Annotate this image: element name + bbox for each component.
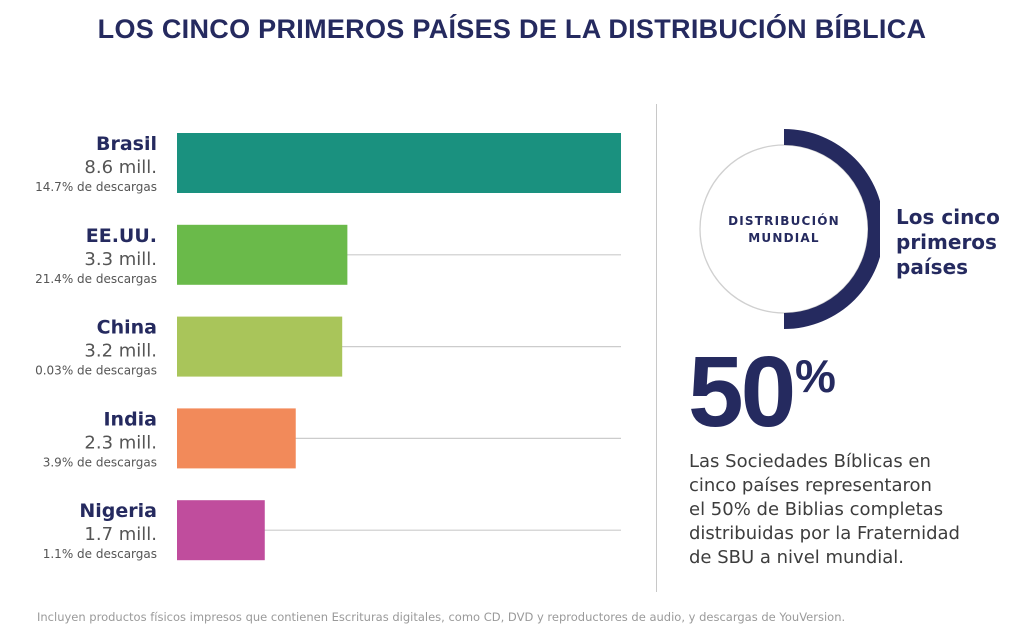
footnote: Incluyen productos físicos impresos que …	[37, 610, 846, 624]
value-label: 1.7 mill.	[84, 524, 157, 545]
bar-india	[177, 408, 296, 469]
downloads-label: 21.4% de descargas	[35, 272, 157, 286]
vertical-divider	[656, 104, 657, 592]
donut-center-label: DISTRIBUCIÓN MUNDIAL	[711, 213, 857, 247]
side-label-line: Los cinco	[896, 205, 1000, 229]
donut-highlight-arc	[784, 129, 880, 329]
category-label: EE.UU.	[86, 225, 157, 247]
downloads-label: 0.03% de descargas	[35, 364, 157, 378]
value-label: 8.6 mill.	[84, 157, 157, 178]
description-line: de SBU a nivel mundial.	[689, 547, 905, 568]
description-line: distribuidas por la Fraternidad	[689, 523, 960, 544]
category-label: China	[97, 317, 157, 339]
highlight-number: 50	[688, 336, 796, 448]
downloads-label: 14.7% de descargas	[35, 180, 157, 194]
side-label-line: primeros	[896, 230, 997, 254]
side-label-line: países	[896, 255, 969, 279]
bar-china	[177, 316, 343, 377]
description-line: el 50% de Biblias completas	[689, 499, 944, 520]
value-label: 3.2 mill.	[84, 341, 157, 362]
bar-eeuu	[177, 224, 348, 285]
donut-side-label: Los cinco primeros países	[896, 205, 1016, 280]
highlight-percent-sign: %	[795, 350, 836, 402]
value-label: 2.3 mill.	[84, 432, 157, 453]
category-label: India	[103, 408, 157, 430]
donut-label-line: DISTRIBUCIÓN	[728, 214, 840, 228]
category-label: Nigeria	[79, 500, 157, 522]
category-label: Brasil	[96, 133, 157, 155]
highlight-description: Las Sociedades Bíblicas en cinco países …	[689, 450, 989, 570]
description-line: Las Sociedades Bíblicas en	[689, 451, 931, 472]
downloads-label: 1.1% de descargas	[43, 547, 157, 561]
bar-nigeria	[177, 500, 265, 561]
donut-chart	[699, 129, 880, 329]
value-label: 3.3 mill.	[84, 249, 157, 270]
chart-title: LOS CINCO PRIMEROS PAÍSES DE LA DISTRIBU…	[97, 14, 927, 44]
downloads-label: 3.9% de descargas	[43, 455, 157, 469]
description-line: cinco países representaron	[689, 475, 932, 496]
donut-label-line: MUNDIAL	[748, 231, 820, 245]
bar-brasil	[177, 133, 621, 193]
